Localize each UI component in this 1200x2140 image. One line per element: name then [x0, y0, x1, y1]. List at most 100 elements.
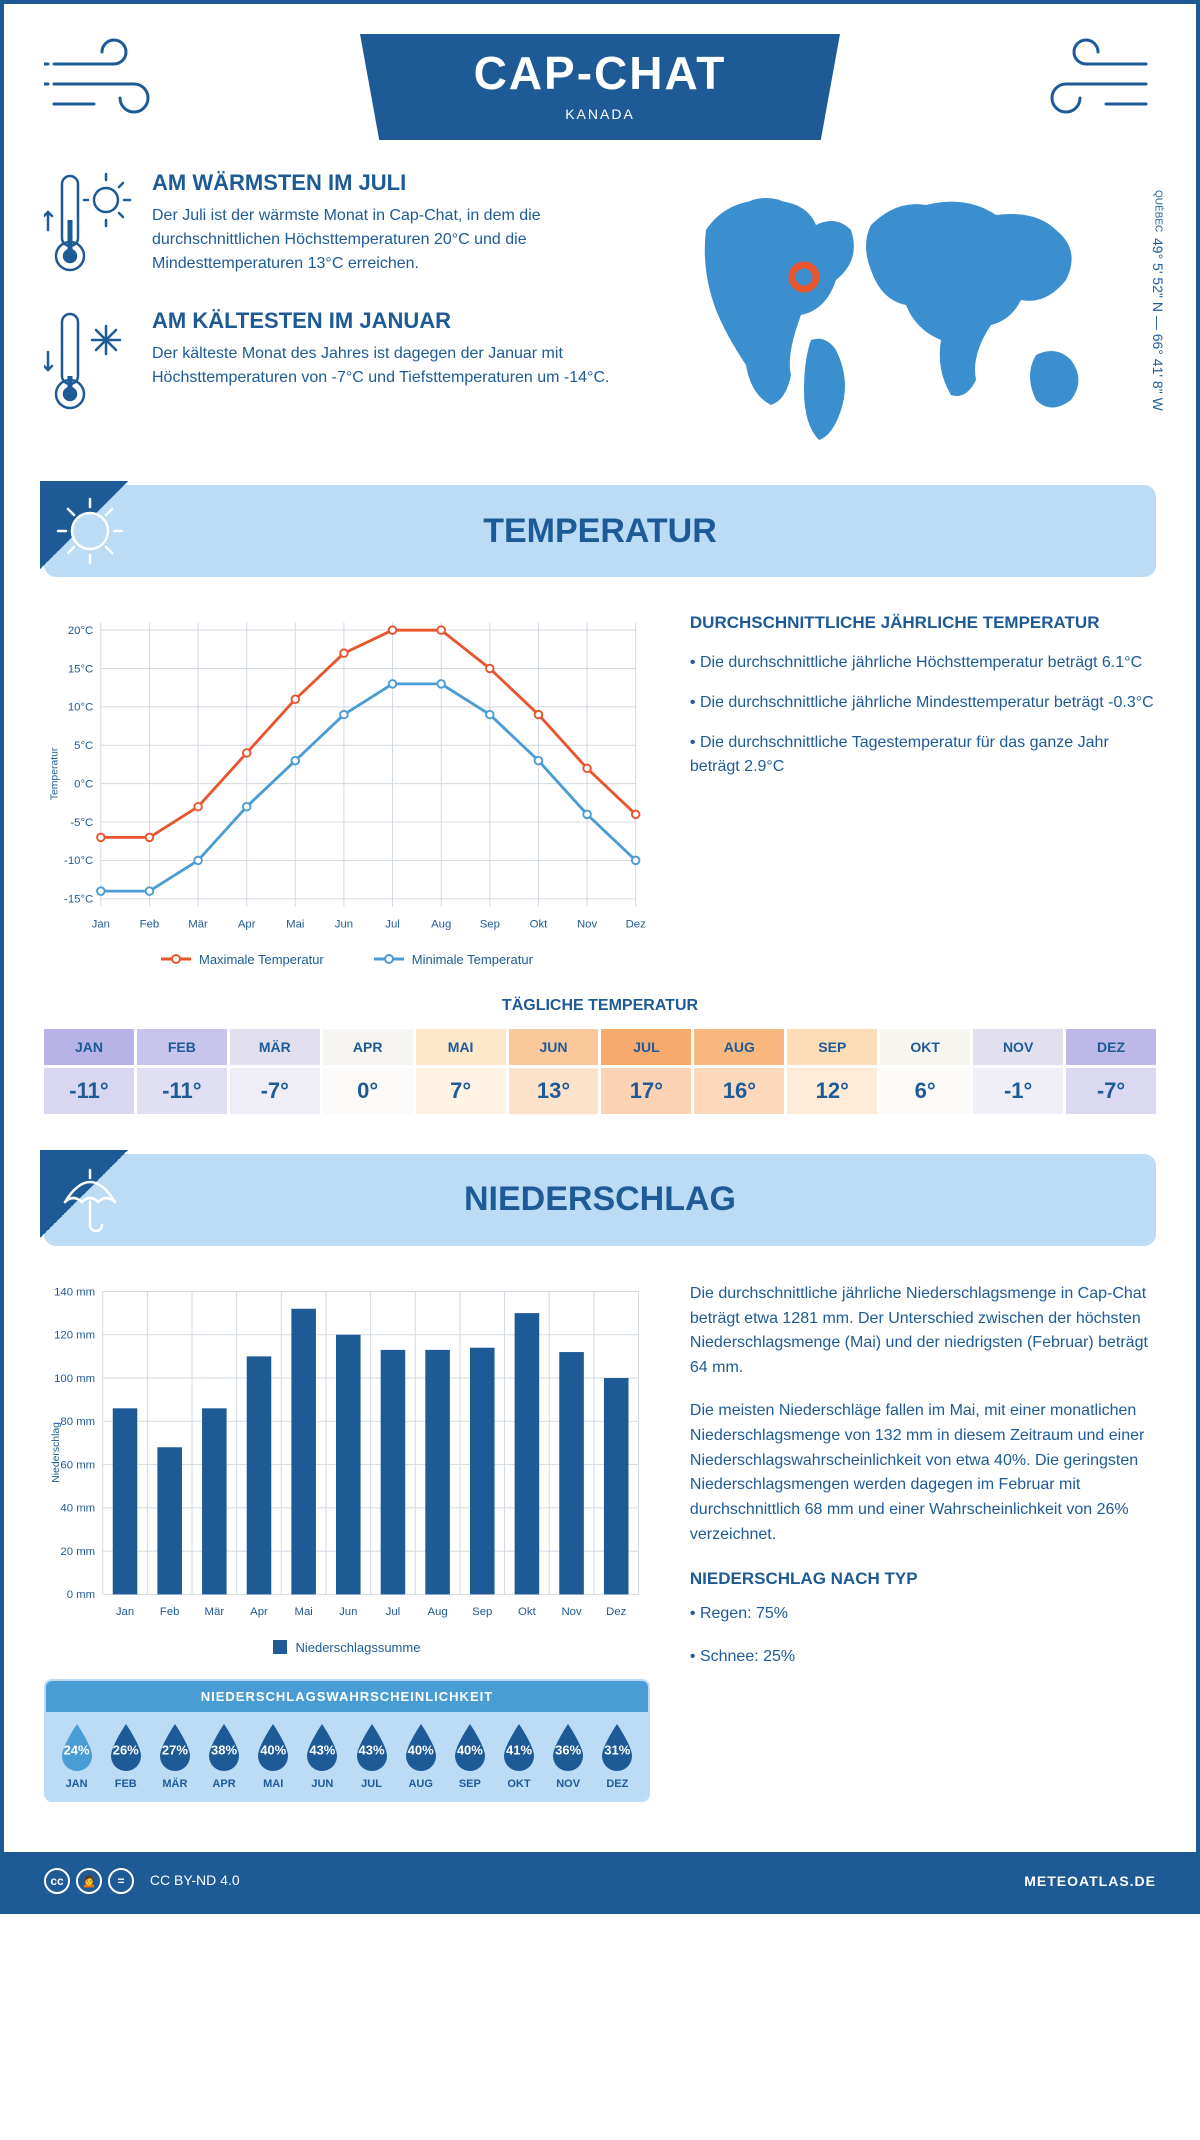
prob-cell: 38%APR — [201, 1722, 246, 1790]
svg-text:Mai: Mai — [286, 918, 304, 930]
table-head: SEP — [787, 1029, 877, 1065]
svg-text:Sep: Sep — [472, 1606, 492, 1618]
table-head: MAI — [416, 1029, 506, 1065]
fact-cold-body: AM KÄLTESTEN IM JANUAR Der kälteste Mona… — [152, 308, 646, 418]
legend-precip: Niederschlagssumme — [273, 1640, 420, 1655]
table-cell: 6° — [880, 1068, 970, 1114]
intro-section: AM WÄRMSTEN IM JULI Der Juli ist der wär… — [44, 170, 1156, 455]
page-subtitle: KANADA — [400, 106, 800, 122]
footer: cc 🙍 = CC BY-ND 4.0 METEOATLAS.DE — [4, 1852, 1196, 1910]
svg-text:Dez: Dez — [606, 1606, 627, 1618]
precipitation-text: Die durchschnittliche jährliche Niedersc… — [690, 1282, 1156, 1802]
svg-text:Jan: Jan — [116, 1606, 134, 1618]
svg-text:Dez: Dez — [626, 918, 647, 930]
temperature-legend: Maximale Temperatur Minimale Temperatur — [44, 952, 650, 967]
province-label: QUÉBEC — [1153, 190, 1164, 232]
svg-text:Jun: Jun — [335, 918, 353, 930]
prob-cell: 40% AUG — [398, 1722, 443, 1790]
fact-cold-text: Der kälteste Monat des Jahres ist dagege… — [152, 342, 646, 390]
svg-text:Mär: Mär — [205, 1606, 225, 1618]
footer-site: METEOATLAS.DE — [1024, 1873, 1156, 1889]
intro-facts: AM WÄRMSTEN IM JULI Der Juli ist der wär… — [44, 170, 646, 455]
legend-max: Maximale Temperatur — [161, 952, 324, 967]
header-row: CAP-CHAT KANADA — [44, 34, 1156, 140]
prob-cell: 40%MAI — [251, 1722, 296, 1790]
svg-text:80 mm: 80 mm — [60, 1416, 95, 1428]
table-cell: 12° — [787, 1068, 877, 1114]
cc-icon: cc — [44, 1868, 70, 1894]
drop-icon: 40% — [400, 1722, 442, 1774]
precip-type-0: • Regen: 75% — [690, 1602, 1156, 1627]
drop-icon: 41% — [498, 1722, 540, 1774]
temperature-chart: -15°C-10°C-5°C0°C5°C10°C15°C20°CJanFebMä… — [44, 613, 650, 967]
svg-text:Mai: Mai — [294, 1606, 312, 1618]
coordinates: QUÉBEC 49° 5' 52" N — 66° 41' 8" W — [1150, 190, 1166, 411]
temperature-line-chart: -15°C-10°C-5°C0°C5°C10°C15°C20°CJanFebMä… — [44, 613, 650, 935]
wind-icon-right — [1016, 34, 1156, 124]
table-head: JUL — [601, 1029, 691, 1065]
drop-icon: 40% — [449, 1722, 491, 1774]
svg-text:10°C: 10°C — [68, 702, 93, 714]
precipitation-left: 0 mm20 mm40 mm60 mm80 mm100 mm120 mm140 … — [44, 1282, 650, 1802]
drop-icon: 43% — [301, 1722, 343, 1774]
thermometer-sun-icon — [44, 170, 134, 280]
nd-icon: = — [108, 1868, 134, 1894]
table-cell: 0° — [323, 1068, 413, 1114]
precip-probability-box: NIEDERSCHLAGSWAHRSCHEINLICHKEIT 24%JAN26… — [44, 1679, 650, 1802]
svg-text:Nov: Nov — [577, 918, 598, 930]
table-cell: 13° — [509, 1068, 599, 1114]
svg-text:Feb: Feb — [140, 918, 160, 930]
svg-text:Jun: Jun — [339, 1606, 357, 1618]
prob-month: DEZ — [595, 1778, 640, 1790]
svg-text:20 mm: 20 mm — [60, 1546, 95, 1558]
temperature-text: DURCHSCHNITTLICHE JÄHRLICHE TEMPERATUR •… — [690, 613, 1156, 967]
temp-line-2: • Die durchschnittliche Tagestemperatur … — [690, 731, 1156, 779]
prob-cell: 31%DEZ — [595, 1722, 640, 1790]
prob-month: FEB — [103, 1778, 148, 1790]
precip-p2: Die meisten Niederschläge fallen im Mai,… — [690, 1399, 1156, 1548]
svg-text:Feb: Feb — [160, 1606, 180, 1618]
prob-cell: 43%JUN — [300, 1722, 345, 1790]
svg-text:60 mm: 60 mm — [60, 1459, 95, 1471]
svg-text:15°C: 15°C — [68, 663, 93, 675]
temp-line-0: • Die durchschnittliche jährliche Höchst… — [690, 651, 1156, 675]
inner-content: CAP-CHAT KANADA — [4, 4, 1196, 1802]
svg-text:0°C: 0°C — [74, 778, 93, 790]
precip-prob-title: NIEDERSCHLAGSWAHRSCHEINLICHKEIT — [46, 1681, 648, 1712]
fact-cold: AM KÄLTESTEN IM JANUAR Der kälteste Mona… — [44, 308, 646, 418]
prob-month: OKT — [496, 1778, 541, 1790]
precip-type-1: • Schnee: 25% — [690, 1645, 1156, 1670]
table-cell: 17° — [601, 1068, 691, 1114]
svg-text:140 mm: 140 mm — [54, 1286, 95, 1298]
svg-text:Sep: Sep — [480, 918, 500, 930]
table-cell: -1° — [973, 1068, 1063, 1114]
svg-text:Aug: Aug — [431, 918, 451, 930]
daily-temp-table: JANFEBMÄRAPRMAIJUNJULAUGSEPOKTNOVDEZ-11°… — [44, 1029, 1156, 1114]
prob-cell: 40%SEP — [447, 1722, 492, 1790]
prob-cell: 41% OKT — [496, 1722, 541, 1790]
svg-text:120 mm: 120 mm — [54, 1329, 95, 1341]
drop-icon: 27% — [154, 1722, 196, 1774]
drop-icon: 40% — [252, 1722, 294, 1774]
drop-icon: 43% — [351, 1722, 393, 1774]
table-cell: -7° — [1066, 1068, 1156, 1114]
svg-text:40 mm: 40 mm — [60, 1503, 95, 1515]
svg-text:Nov: Nov — [561, 1606, 582, 1618]
svg-text:-5°C: -5°C — [70, 817, 93, 829]
svg-text:Jan: Jan — [92, 918, 110, 930]
prob-month: AUG — [398, 1778, 443, 1790]
section-corner — [40, 481, 160, 581]
section-bar-precipitation: NIEDERSCHLAG — [44, 1154, 1156, 1246]
svg-text:Jul: Jul — [386, 1606, 401, 1618]
title-banner: CAP-CHAT KANADA — [360, 34, 840, 140]
precip-prob-grid: 24%JAN26%FEB27%MÄR38%APR40%MAI43%JUN43%J… — [46, 1712, 648, 1800]
prob-month: NOV — [546, 1778, 591, 1790]
prob-month: JUL — [349, 1778, 394, 1790]
svg-text:100 mm: 100 mm — [54, 1373, 95, 1385]
page-title: CAP-CHAT — [400, 46, 800, 100]
section-corner — [40, 1150, 160, 1250]
coords-text: 49° 5' 52" N — 66° 41' 8" W — [1150, 238, 1166, 411]
footer-left: cc 🙍 = CC BY-ND 4.0 — [44, 1868, 240, 1894]
legend-min: Minimale Temperatur — [374, 952, 533, 967]
fact-warm-title: AM WÄRMSTEN IM JULI — [152, 170, 646, 196]
